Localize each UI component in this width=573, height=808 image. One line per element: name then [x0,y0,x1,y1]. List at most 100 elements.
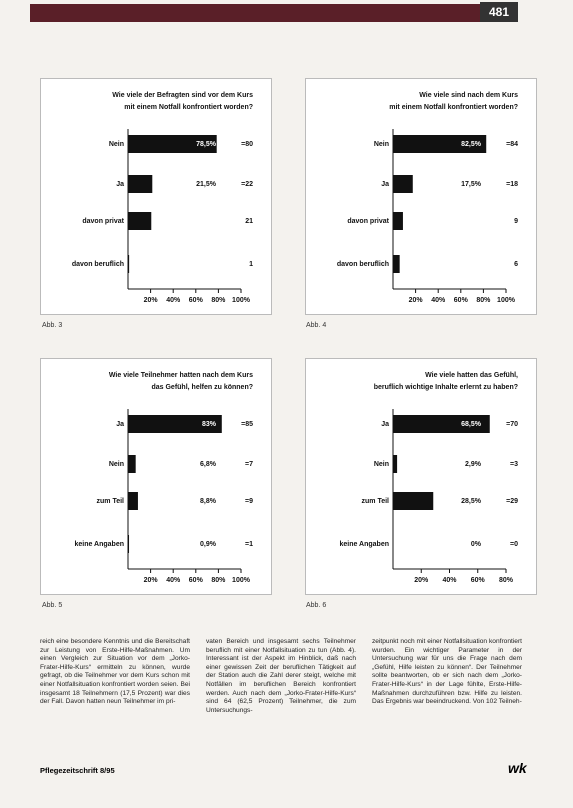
header-band [30,4,480,22]
value-label: 2,9% [465,461,482,468]
count-label: =0 [510,541,518,548]
value-label: 0,9% [200,541,217,548]
chart: Wie viele der Befragten sind vor dem Kur… [40,78,272,315]
header-bar: 481 [30,2,518,22]
bar [393,175,413,193]
category-label: davon beruflich [72,261,124,268]
footer-logo: wk [508,760,527,776]
value-label: 82,5% [461,141,482,148]
count-label: =84 [506,141,518,148]
x-tick-label: 100% [497,297,516,304]
bar [393,455,398,473]
bar [128,492,138,510]
value-label: 17,5% [461,181,482,188]
bar [128,175,153,193]
x-tick-label: 20% [144,577,159,584]
caption: Abb. 5 [42,602,63,609]
category-label: keine Angaben [339,541,389,548]
bar [128,455,136,473]
category-label: davon beruflich [337,261,389,268]
count-label: =80 [241,141,253,148]
x-tick-label: 60% [454,297,469,304]
category-label: Nein [109,461,124,468]
category-label: davon privat [347,218,389,225]
category-label: Ja [381,421,389,428]
count-label: =9 [245,498,253,505]
category-label: Ja [116,181,124,188]
count-label: =3 [510,461,518,468]
chart-title: mit einem Notfall konfrontiert worden? [389,104,518,111]
bar [393,135,487,153]
bar [393,212,403,230]
value-label: 68,5% [461,421,482,428]
chart-title: beruflich wichtige Inhalte erlernt zu ha… [374,384,518,391]
page-number: 481 [489,5,509,19]
value-label: 21,5% [196,181,217,188]
count-label: =1 [245,541,253,548]
value-label: 83% [202,421,217,428]
x-tick-label: 80% [211,577,226,584]
bar [393,415,490,433]
x-tick-label: 40% [166,297,181,304]
x-tick-label: 60% [189,577,204,584]
x-tick-label: 80% [499,577,514,584]
category-label: davon privat [82,218,124,225]
count-label: =18 [506,181,518,188]
chart-title: mit einem Notfall konfrontiert worden? [124,104,253,111]
category-label: Nein [109,141,124,148]
chart: Wie viele Teilnehmer hatten nach dem Kur… [40,358,272,595]
bar [128,535,130,553]
category-label: zum Teil [97,498,125,505]
x-tick-label: 20% [409,297,424,304]
x-tick-label: 40% [431,297,446,304]
x-tick-label: 40% [442,577,457,584]
chart-title: Wie viele sind nach dem Kurs [419,92,518,99]
category-label: Nein [374,461,389,468]
caption: Abb. 3 [42,322,63,329]
chart-title: Wie viele Teilnehmer hatten nach dem Kur… [109,372,253,379]
count-label: =85 [241,421,253,428]
footer-journal: Pflegezeitschrift 8/95 [40,766,115,775]
category-label: keine Angaben [74,541,124,548]
page-number-box [480,2,518,22]
value-label: 8,8% [200,498,217,505]
bar [128,135,217,153]
x-tick-label: 60% [189,297,204,304]
chart: Wie viele hatten das Gefühl, beruflich wi… [305,358,537,595]
value-label: 6,8% [200,461,217,468]
x-tick-label: 40% [166,577,181,584]
x-tick-label: 80% [211,297,226,304]
value-label: 78,5% [196,141,217,148]
bar [128,415,222,433]
bar [128,255,130,273]
count-label: 1 [249,261,253,268]
x-tick-label: 80% [476,297,491,304]
count-label: 21 [245,218,253,225]
count-label: =29 [506,498,518,505]
chart-title: Wie viele der Befragten sind vor dem Kur… [112,92,253,99]
category-label: Ja [381,181,389,188]
text-column: vaten Bereich und insgesamt sechs Teilne… [206,638,356,714]
bar [393,255,400,273]
count-label: 6 [514,261,518,268]
bar [393,492,434,510]
value-label: 28,5% [461,498,482,505]
x-tick-label: 20% [144,297,159,304]
x-tick-label: 100% [232,577,251,584]
caption: Abb. 6 [306,602,327,609]
bar [128,212,152,230]
chart-title: das Gefühl, helfen zu können? [151,384,253,391]
chart: Wie viele sind nach dem Kurs mit einem No… [305,78,537,315]
value-label: 0% [471,541,482,548]
count-label: =70 [506,421,518,428]
x-tick-label: 20% [414,577,429,584]
chart-title: Wie viele hatten das Gefühl, [425,372,518,379]
x-tick-label: 100% [232,297,251,304]
text-column: reich eine besondere Kenntnis und die Be… [40,638,190,706]
x-tick-label: 60% [471,577,486,584]
count-label: 9 [514,218,518,225]
category-label: zum Teil [362,498,390,505]
count-label: =22 [241,181,253,188]
text-column: zeitpunkt noch mit einer Notfallsituatio… [372,638,522,706]
